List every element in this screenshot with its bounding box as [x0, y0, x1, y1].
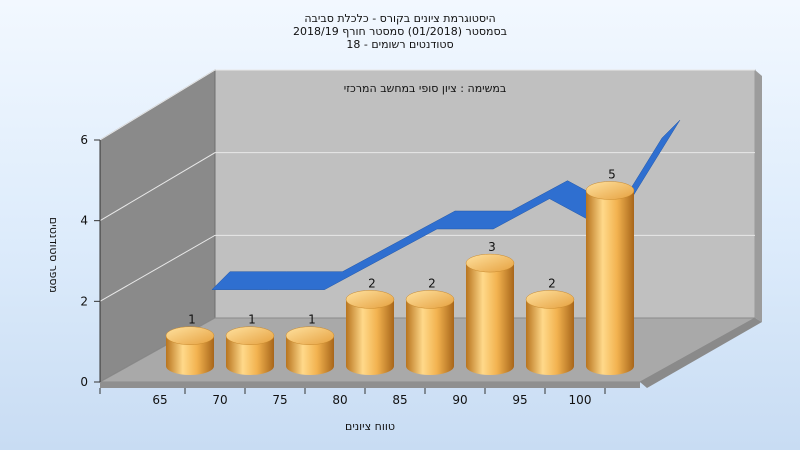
bar-cap [465, 253, 515, 273]
bar-value-label: 2 [428, 276, 436, 290]
bar-value-label: 1 [308, 313, 316, 327]
bar-value-label: 5 [608, 168, 616, 182]
bar-body [586, 190, 634, 375]
bar-cap [345, 290, 395, 309]
chart-title-line-1: היסטוגרמת ציונים בקורס - כלכלת סביבה [304, 12, 496, 25]
x-tick-label: 80 [332, 393, 347, 407]
x-tick-label: 100 [569, 393, 592, 407]
right-wall-edge [755, 70, 762, 322]
grid-lines [99, 69, 755, 302]
grid-line-6 [99, 69, 755, 141]
x-tick-label: 85 [392, 393, 407, 407]
bar-value-label: 2 [368, 276, 376, 290]
bar-body [406, 299, 454, 375]
bar-cap [165, 326, 215, 345]
bar-body [166, 335, 214, 375]
chart-title-line-3: סטודנטים רשומים - 18 [346, 38, 454, 51]
floor-front-edge [100, 382, 640, 388]
bar-cap [285, 326, 335, 345]
bar-cap [525, 290, 575, 309]
y-axis-label: מספר סטודנטים [47, 217, 60, 293]
bar-cap [405, 290, 455, 309]
grid-line-2 [99, 234, 755, 302]
bar-body [346, 299, 394, 375]
bar-100: 5 [585, 168, 635, 375]
bar-70: 1 [225, 313, 275, 375]
x-tick-label: 65 [152, 393, 167, 407]
x-tick-label: 95 [512, 393, 527, 407]
bar-body [526, 299, 574, 375]
bar-75: 1 [285, 313, 335, 375]
bars-layer: 1 1 1 2 2 3 2 5 [165, 168, 635, 375]
bar-90: 3 [465, 240, 515, 375]
grid-line-4 [99, 152, 755, 222]
chart-title-line-2: בסמסטר (01/2018) סמסטר חורף 2018/19 [293, 25, 507, 38]
floor-right-edge [640, 318, 762, 388]
bar-value-label: 3 [488, 240, 496, 254]
y-tick-label: 6 [80, 133, 88, 147]
x-tick-label: 90 [452, 393, 467, 407]
bar-cap [585, 181, 635, 200]
bar-body [466, 263, 514, 375]
y-tick-label: 0 [80, 375, 88, 389]
bar-value-label: 2 [548, 276, 556, 290]
x-ticks: 65 70 75 80 85 90 95 100 [99, 388, 606, 407]
x-tick-label: 75 [272, 393, 287, 407]
y-ticks: 0 2 4 6 [80, 133, 100, 389]
bar-80: 2 [345, 276, 395, 375]
chart-subtitle: במשימה : ציון סופי במחשב המרכזי [344, 82, 507, 95]
x-tick-label: 70 [212, 393, 227, 407]
bar-65: 1 [165, 313, 215, 375]
y-tick-label: 4 [80, 214, 88, 228]
bar-body [226, 335, 274, 375]
bar-85: 2 [405, 276, 455, 375]
bar-cap [225, 326, 275, 345]
bar-body [286, 335, 334, 375]
bar-value-label: 1 [188, 313, 196, 327]
x-axis-label: טווח ציונים [345, 420, 395, 433]
bar-value-label: 1 [248, 313, 256, 327]
bar-95: 2 [525, 276, 575, 375]
y-tick-label: 2 [80, 294, 88, 308]
